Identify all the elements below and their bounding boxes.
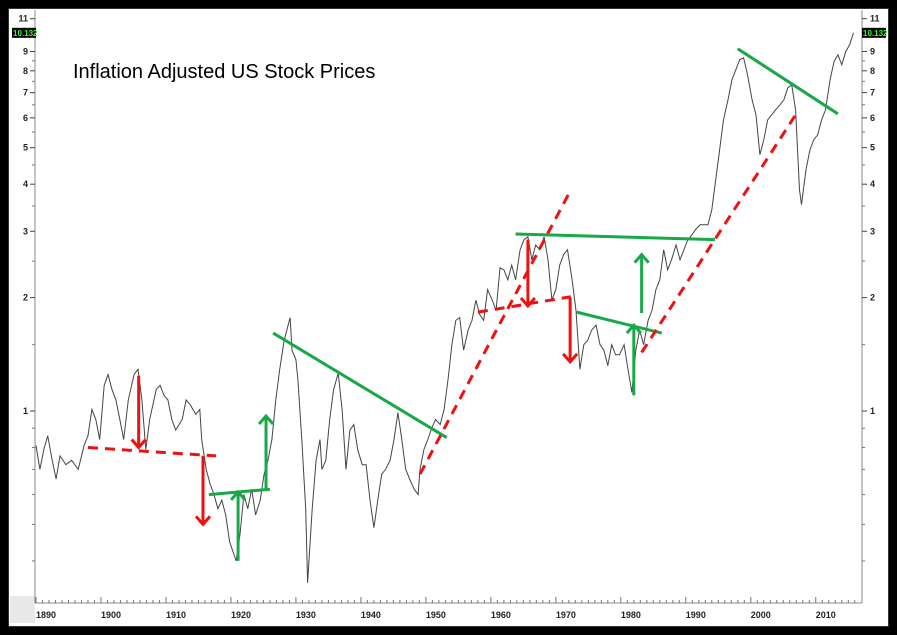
arrow-head — [229, 489, 247, 501]
y-tick-label-right: 5 — [870, 143, 875, 153]
red-down-arrow — [562, 297, 579, 365]
price-line — [35, 32, 854, 583]
x-tick-label: 1900 — [101, 610, 121, 620]
y-tick-label-left: 7 — [23, 88, 28, 98]
green-up-arrow — [229, 489, 247, 561]
y-tick-label-left: 5 — [23, 143, 28, 153]
x-tick-label: 1940 — [361, 610, 381, 620]
annotation-layer — [87, 47, 839, 561]
x-tick-label: 1930 — [296, 610, 316, 620]
x-tick-label: 2000 — [751, 610, 771, 620]
y-tick-label-right: 1 — [870, 406, 875, 416]
x-tick-label: 1970 — [556, 610, 576, 620]
y-tick-label-left: 2 — [23, 293, 28, 303]
green-trendline — [576, 310, 663, 335]
arrow-head — [562, 352, 579, 365]
last-value-badge-right: 10.132 — [862, 27, 888, 38]
green-up-arrow — [257, 413, 275, 490]
red-trendline — [640, 114, 797, 354]
red-trendline — [418, 189, 573, 475]
y-tick-label-left: 3 — [23, 226, 28, 236]
x-tick-label: 1950 — [426, 610, 446, 620]
x-tick-label: 1920 — [231, 610, 251, 620]
x-tick-label: 2010 — [816, 610, 836, 620]
y-tick-label-right: 2 — [870, 293, 875, 303]
series-layer — [35, 32, 854, 583]
y-tick-label-right: 9 — [870, 47, 875, 57]
chart-title: Inflation Adjusted US Stock Prices — [73, 61, 375, 83]
arrow-head — [625, 322, 642, 335]
green-trendline — [736, 47, 839, 116]
y-tick-label-left: 4 — [23, 179, 28, 189]
y-tick-label-right: 7 — [870, 88, 875, 98]
green-trendline — [515, 232, 716, 242]
badge-background — [12, 27, 36, 38]
last-value-badge-left: 10.132 — [12, 27, 38, 38]
arrow-head — [257, 413, 275, 425]
y-tick-label-right: 3 — [870, 226, 875, 236]
y-tick-label-left: 8 — [23, 66, 28, 76]
y-tick-label-left: 1 — [23, 406, 28, 416]
red-trendline — [87, 446, 217, 458]
badge-text: 10.132 — [13, 29, 38, 38]
badge-background — [862, 27, 886, 38]
y-tick-label-right: 4 — [870, 179, 875, 189]
y-tick-label-right: 8 — [870, 66, 875, 76]
chart-frame — [8, 8, 889, 627]
y-tick-label-left: 11 — [18, 14, 28, 24]
arrow-head — [519, 297, 537, 309]
green-up-arrow — [633, 252, 650, 314]
green-trendline — [272, 331, 448, 439]
y-tick-label-right: 11 — [870, 14, 880, 24]
y-tick-label-right: 6 — [870, 113, 875, 123]
y-tick-label-left: 6 — [23, 113, 28, 123]
red-down-arrow — [130, 375, 147, 450]
x-tick-label: 1980 — [621, 610, 641, 620]
x-tick-label: 1990 — [686, 610, 706, 620]
badge-text: 10.132 — [863, 29, 888, 38]
y-tick-label-left: 9 — [23, 47, 28, 57]
x-tick-label: 1960 — [491, 610, 511, 620]
red-down-arrow — [519, 239, 537, 309]
green-up-arrow — [625, 322, 642, 396]
arrow-head — [194, 515, 212, 527]
arrow-head — [633, 252, 650, 264]
x-tick-label: 1910 — [166, 610, 186, 620]
x-tick-label: 1890 — [36, 610, 56, 620]
red-down-arrow — [194, 455, 212, 527]
arrow-head — [130, 438, 147, 450]
axis-corner — [10, 596, 35, 623]
